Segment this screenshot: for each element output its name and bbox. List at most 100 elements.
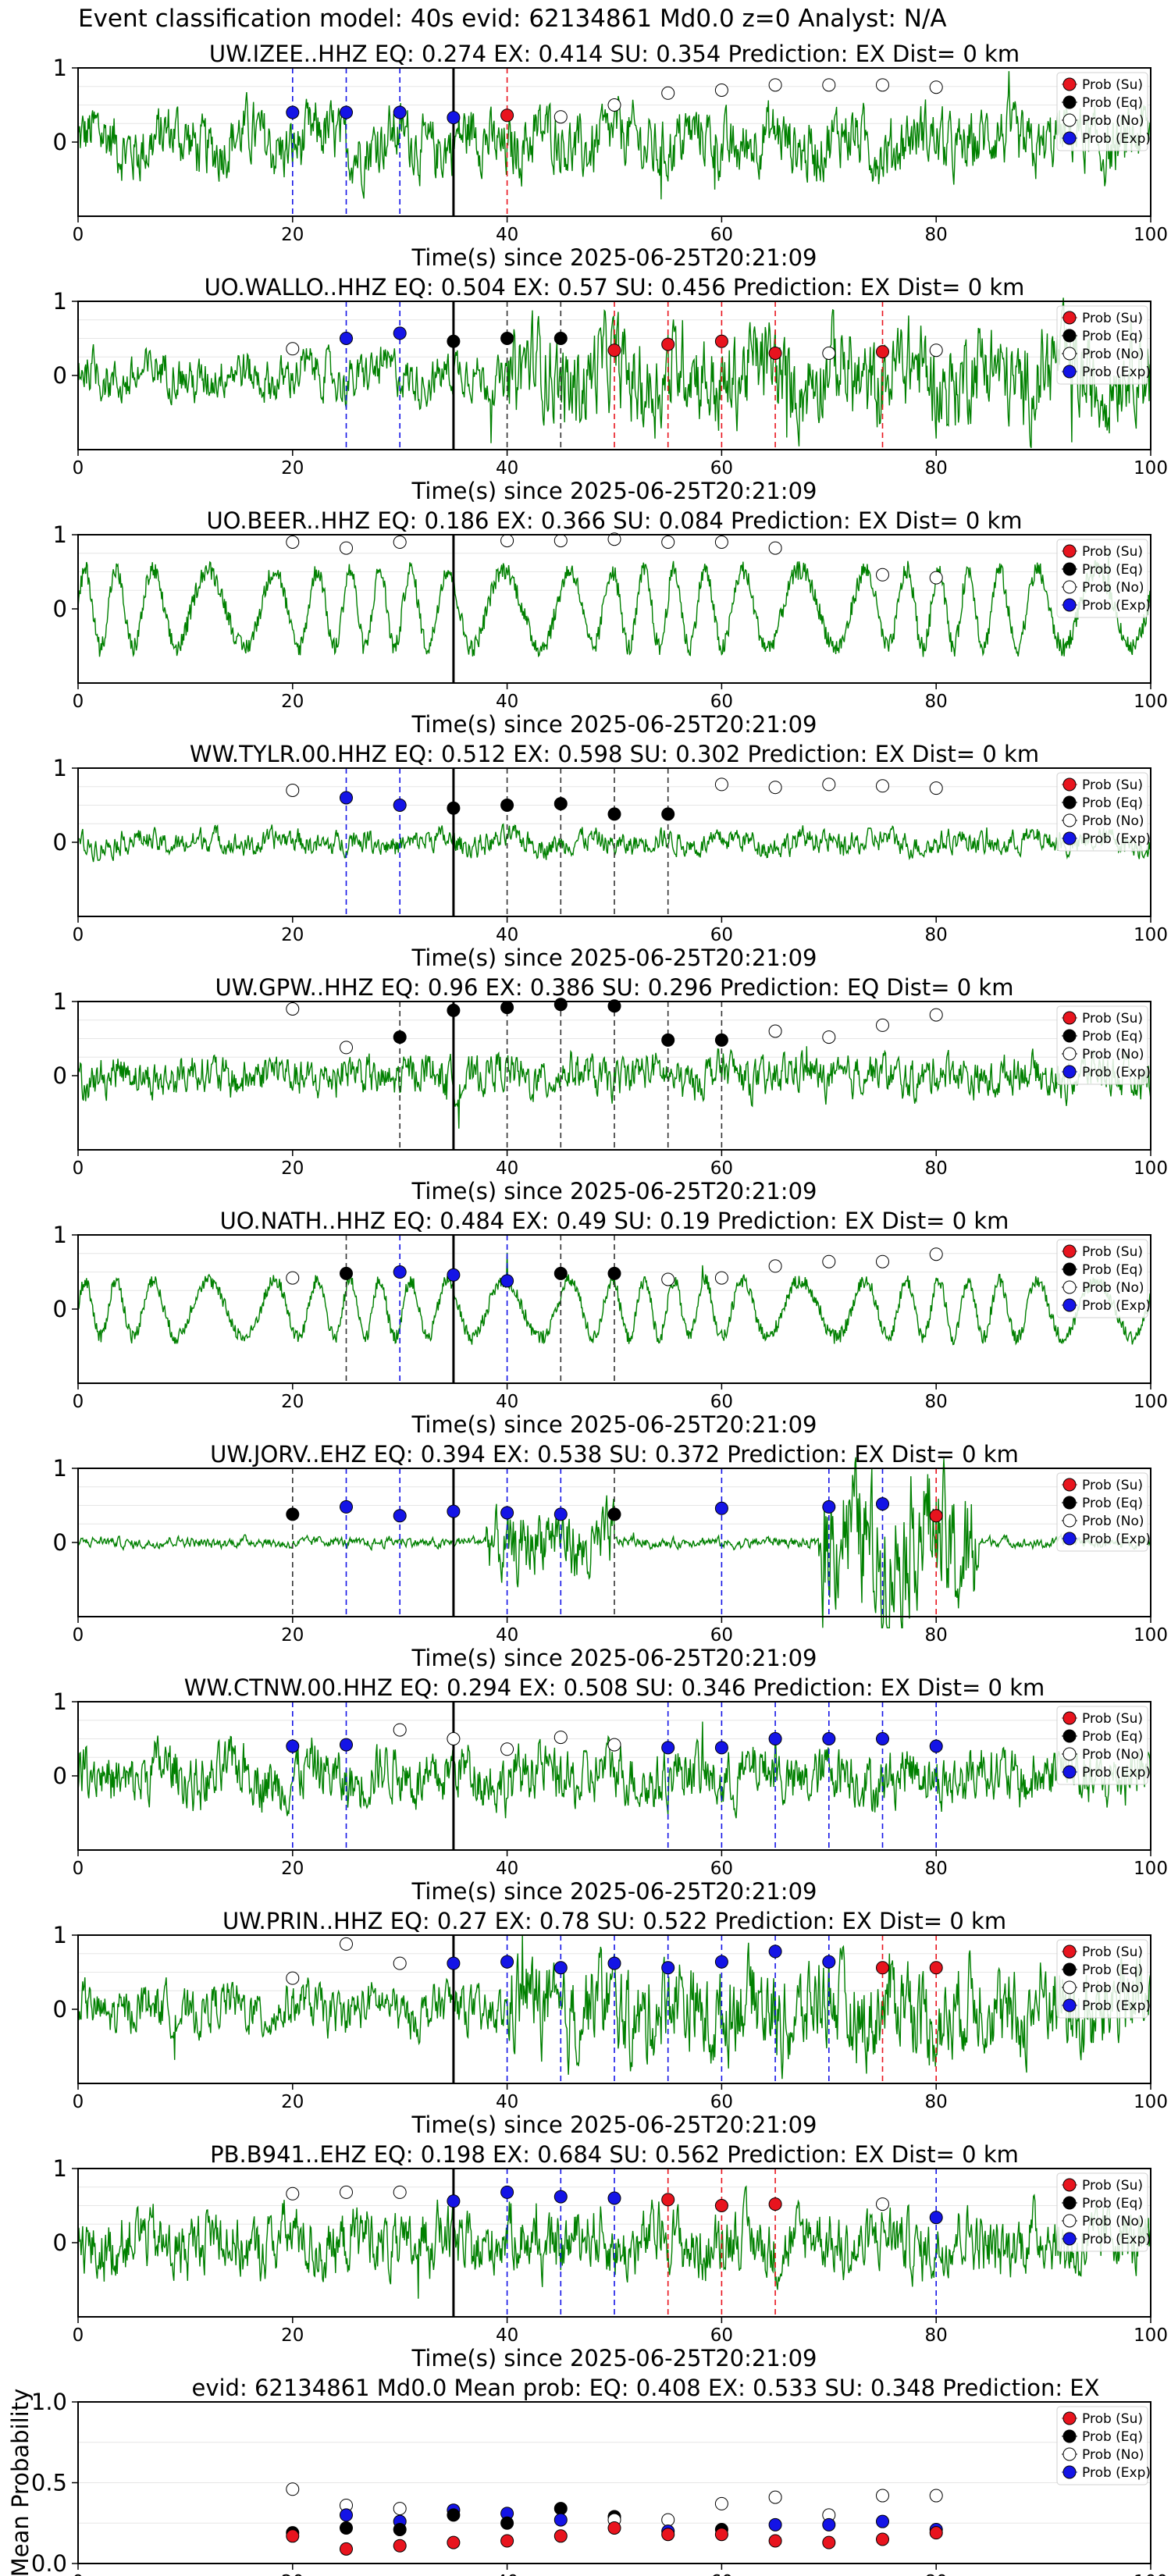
x-tick-label: 100 <box>1134 925 1168 945</box>
x-tick-label: 40 <box>496 225 518 245</box>
data-point-no <box>340 2185 353 2199</box>
legend-label: Prob (Eq) <box>1082 1262 1143 1278</box>
data-point-no <box>768 1024 782 1038</box>
data-point-exp <box>768 1944 782 1959</box>
legend-label: Prob (No) <box>1082 113 1144 129</box>
data-point-exp <box>607 1956 621 1970</box>
panel-title: UW.JORV..EHZ EQ: 0.394 EX: 0.538 SU: 0.3… <box>210 1441 1019 1468</box>
data-point-eq <box>661 807 675 821</box>
legend-label: Prob (No) <box>1082 2447 1144 2463</box>
legend-marker <box>1062 1496 1077 1510</box>
data-point-no <box>714 84 728 97</box>
legend-box <box>1056 1472 1148 1552</box>
data-point-eq <box>393 1030 407 1044</box>
data-point-no <box>286 535 300 549</box>
data-point-su <box>876 345 889 359</box>
y-tick-label: 0 <box>53 829 67 856</box>
x-tick-label: 40 <box>496 1392 518 1412</box>
y-tick-label: 0.5 <box>31 2470 67 2496</box>
x-axis-label: Time(s) since 2025-06-25T20:21:09 <box>411 2345 817 2371</box>
data-point-no <box>768 1259 782 1273</box>
data-point-su <box>768 2197 782 2211</box>
data-point-exp <box>393 1509 407 1523</box>
legend-marker <box>1062 131 1077 145</box>
data-point-exp <box>500 1274 514 1288</box>
data-point-su <box>661 337 675 351</box>
data-point-su <box>500 2534 514 2548</box>
data-point-su <box>500 109 514 123</box>
data-point-no <box>500 1742 514 1756</box>
data-point-no <box>553 110 568 124</box>
panel-title: WW.CTNW.00.HHZ EQ: 0.294 EX: 0.508 SU: 0… <box>184 1674 1045 1701</box>
data-point-no <box>661 86 675 100</box>
data-point-no <box>393 535 407 549</box>
panel: UO.NATH..HHZ EQ: 0.484 EX: 0.49 SU: 0.19… <box>53 1208 1168 1438</box>
legend-marker <box>1062 1532 1077 1546</box>
panel-title: UO.WALLO..HHZ EQ: 0.504 EX: 0.57 SU: 0.4… <box>205 274 1025 301</box>
legend-marker <box>1062 1047 1077 1061</box>
legend-label: Prob (Su) <box>1082 77 1143 93</box>
x-tick-label: 60 <box>710 1859 733 1879</box>
data-point-su <box>661 2528 675 2542</box>
data-point-su <box>768 347 782 360</box>
panel: WW.CTNW.00.HHZ EQ: 0.294 EX: 0.508 SU: 0… <box>53 1674 1168 1905</box>
y-tick-label: 1 <box>53 55 67 81</box>
data-point-no <box>447 1732 461 1745</box>
data-point-exp <box>553 1961 568 1975</box>
data-point-no <box>286 1002 300 1016</box>
legend-marker <box>1062 2178 1077 2192</box>
data-point-exp <box>768 1732 782 1745</box>
legend-label: Prob (Eq) <box>1082 1029 1143 1044</box>
legend-marker <box>1062 1980 1077 1994</box>
data-point-su <box>929 1961 943 1975</box>
legend-marker <box>1062 1029 1077 1043</box>
x-tick-label: 80 <box>925 692 948 712</box>
data-point-no <box>876 1254 889 1268</box>
data-point-no <box>876 779 889 793</box>
data-point-eq <box>447 2508 461 2522</box>
legend-marker <box>1062 347 1077 361</box>
data-point-no <box>768 781 782 795</box>
legend-marker <box>1062 2411 1077 2425</box>
data-point-no <box>768 2490 782 2504</box>
data-point-exp <box>714 1501 728 1515</box>
data-point-su <box>929 2526 943 2540</box>
legend-label: Prob (No) <box>1082 2214 1144 2229</box>
x-tick-label: 60 <box>710 925 733 945</box>
legend-label: Prob (Exp) <box>1082 2232 1151 2247</box>
data-point-eq <box>607 807 621 821</box>
data-point-exp <box>340 332 353 345</box>
data-point-eq <box>500 332 514 345</box>
data-point-eq <box>607 999 621 1013</box>
data-point-no <box>286 2482 300 2496</box>
x-tick-label: 80 <box>925 458 948 479</box>
data-point-exp <box>286 105 300 119</box>
data-point-eq <box>714 1033 728 1047</box>
panel-title: WW.TYLR.00.HHZ EQ: 0.512 EX: 0.598 SU: 0… <box>190 741 1039 767</box>
data-point-exp <box>553 2190 568 2204</box>
data-point-no <box>393 1723 407 1737</box>
data-point-exp <box>447 2194 461 2208</box>
data-point-exp <box>447 1956 461 1970</box>
legend-label: Prob (Exp) <box>1082 131 1151 147</box>
data-point-no <box>822 1254 836 1268</box>
legend-label: Prob (Exp) <box>1082 1298 1151 1314</box>
x-tick-label: 40 <box>496 2572 518 2576</box>
x-tick-label: 60 <box>710 2092 733 2112</box>
data-point-exp <box>500 1506 514 1520</box>
data-point-no <box>607 532 621 546</box>
data-point-no <box>929 1247 943 1261</box>
data-point-exp <box>876 1497 889 1511</box>
x-tick-label: 20 <box>281 2572 304 2576</box>
legend-label: Prob (No) <box>1082 813 1144 829</box>
axes-frame <box>77 534 1151 684</box>
y-tick-label: 1 <box>53 2155 67 2182</box>
data-point-no <box>929 781 943 795</box>
y-axis-label: Mean Probability <box>7 2389 34 2576</box>
data-point-exp <box>340 1500 353 1514</box>
data-point-exp <box>929 1739 943 1753</box>
y-tick-label: 1.0 <box>31 2389 67 2415</box>
x-tick-label: 100 <box>1134 2325 1168 2346</box>
data-point-eq <box>607 1266 621 1280</box>
